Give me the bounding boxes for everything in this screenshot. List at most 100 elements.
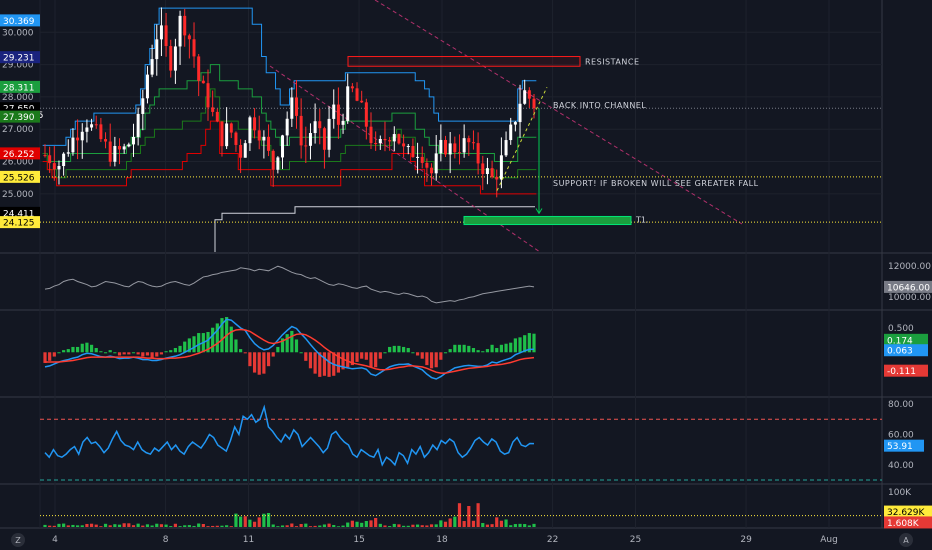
candle[interactable] xyxy=(313,103,317,144)
auto-scale-button[interactable] xyxy=(899,533,913,547)
price-panel[interactable]: RESISTANCE BACK INTO CHANNEL SUPPORT! IF B… xyxy=(40,0,882,253)
candle[interactable] xyxy=(145,66,149,104)
candle[interactable] xyxy=(350,83,354,93)
candle[interactable] xyxy=(85,119,89,143)
candle[interactable] xyxy=(425,158,429,182)
candle[interactable] xyxy=(476,132,480,175)
candle[interactable] xyxy=(355,82,359,102)
candle[interactable] xyxy=(327,106,331,158)
candle[interactable] xyxy=(211,90,215,117)
price-scale[interactable]: 30.000 29.000 28.000 27.000 26.000 25.000 30.3… xyxy=(0,14,43,229)
candle[interactable] xyxy=(206,69,210,121)
candle[interactable] xyxy=(108,123,112,167)
candle[interactable] xyxy=(164,12,168,57)
candle[interactable] xyxy=(173,38,177,84)
candle[interactable] xyxy=(215,108,219,123)
candle[interactable] xyxy=(383,121,387,152)
candle[interactable] xyxy=(341,113,345,134)
candle[interactable] xyxy=(434,135,438,181)
candle[interactable] xyxy=(304,126,308,164)
candle[interactable] xyxy=(448,132,452,174)
candle[interactable] xyxy=(402,134,406,158)
candle[interactable] xyxy=(122,143,126,154)
candle[interactable] xyxy=(416,142,420,174)
candle[interactable] xyxy=(462,124,466,158)
candle[interactable] xyxy=(155,24,159,76)
candle[interactable] xyxy=(504,131,508,157)
price-tag[interactable] xyxy=(0,110,40,123)
price-tag[interactable] xyxy=(0,170,40,183)
candle[interactable] xyxy=(136,107,140,146)
candle[interactable] xyxy=(495,169,499,198)
rsi-last-tag[interactable] xyxy=(884,439,924,452)
candle[interactable] xyxy=(141,89,145,131)
candle[interactable] xyxy=(332,89,336,129)
candle[interactable] xyxy=(346,73,350,124)
candle[interactable] xyxy=(220,121,224,157)
candle[interactable] xyxy=(397,133,401,145)
candle[interactable] xyxy=(127,142,131,148)
candle[interactable] xyxy=(178,10,182,65)
price-tag[interactable] xyxy=(0,80,40,93)
candle[interactable] xyxy=(299,98,303,159)
price-tag[interactable] xyxy=(0,206,40,219)
candle[interactable] xyxy=(113,136,117,167)
candle[interactable] xyxy=(360,90,364,104)
candle[interactable] xyxy=(229,122,233,138)
candle[interactable] xyxy=(290,87,294,127)
candle[interactable] xyxy=(169,39,173,78)
candle[interactable] xyxy=(267,124,271,157)
candle[interactable] xyxy=(276,156,280,174)
candle[interactable] xyxy=(308,123,312,160)
candle[interactable] xyxy=(94,115,98,129)
candle[interactable] xyxy=(471,130,475,150)
macd-tag[interactable] xyxy=(884,333,928,346)
candle[interactable] xyxy=(322,126,326,169)
candle[interactable] xyxy=(285,111,289,146)
candle[interactable] xyxy=(99,117,103,143)
candle[interactable] xyxy=(364,98,368,140)
candle[interactable] xyxy=(509,117,513,145)
candle[interactable] xyxy=(257,115,261,150)
candle[interactable] xyxy=(420,146,424,169)
candle[interactable] xyxy=(336,87,340,139)
candle[interactable] xyxy=(192,22,196,68)
candle[interactable] xyxy=(523,79,527,105)
candle[interactable] xyxy=(150,44,154,78)
candle[interactable] xyxy=(239,139,243,174)
candle[interactable] xyxy=(76,119,80,160)
candle[interactable] xyxy=(406,143,410,155)
volume-tag[interactable] xyxy=(884,516,932,529)
candle[interactable] xyxy=(439,124,443,162)
candle[interactable] xyxy=(248,115,252,151)
candle[interactable] xyxy=(225,107,229,149)
price-tag[interactable] xyxy=(0,14,40,27)
price-tag[interactable] xyxy=(0,51,40,64)
candle[interactable] xyxy=(369,112,373,149)
candle[interactable] xyxy=(80,123,84,159)
candle[interactable] xyxy=(490,160,494,179)
candle[interactable] xyxy=(378,135,382,150)
candle[interactable] xyxy=(201,75,205,84)
ind1-last-tag[interactable] xyxy=(884,280,932,293)
candle[interactable] xyxy=(104,132,108,149)
candle[interactable] xyxy=(90,118,94,131)
candle[interactable] xyxy=(499,137,503,189)
candle[interactable] xyxy=(234,131,238,152)
candle[interactable] xyxy=(485,157,489,185)
macd-tag[interactable] xyxy=(884,364,928,377)
candle[interactable] xyxy=(262,130,266,159)
macd-tag[interactable] xyxy=(884,344,928,357)
volume-tag[interactable] xyxy=(884,505,932,518)
candle[interactable] xyxy=(131,123,135,157)
candle[interactable] xyxy=(62,152,66,176)
candle[interactable] xyxy=(71,128,75,156)
price-tag[interactable] xyxy=(0,216,40,229)
candle[interactable] xyxy=(197,53,201,97)
candle[interactable] xyxy=(271,149,275,187)
candle[interactable] xyxy=(374,131,378,151)
